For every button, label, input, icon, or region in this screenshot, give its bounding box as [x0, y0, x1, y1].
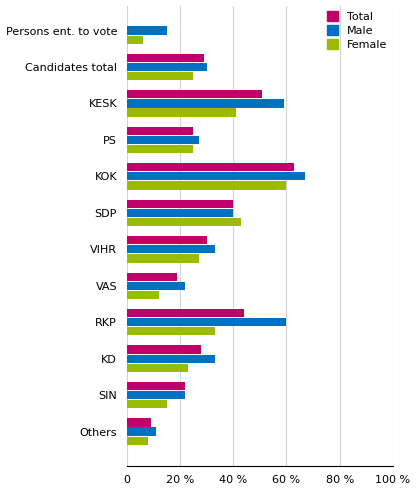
Bar [127, 109, 236, 117]
Bar [127, 309, 244, 317]
Bar [127, 27, 167, 35]
Bar [127, 63, 207, 71]
Bar [127, 245, 215, 253]
Bar [127, 136, 198, 144]
Bar [127, 236, 207, 245]
Bar [127, 428, 156, 436]
Bar [127, 318, 287, 327]
Bar [127, 327, 215, 335]
Bar [127, 418, 151, 427]
Bar [127, 163, 295, 171]
Bar [127, 72, 193, 80]
Bar [127, 254, 198, 263]
Bar [127, 282, 185, 290]
Bar [127, 172, 305, 181]
Bar [127, 391, 185, 399]
Bar [127, 400, 167, 409]
Legend: Total, Male, Female: Total, Male, Female [327, 11, 387, 50]
Bar [127, 35, 143, 44]
Bar [127, 355, 215, 363]
Bar [127, 200, 233, 208]
Bar [127, 145, 193, 153]
Bar [127, 346, 201, 354]
Bar [127, 99, 284, 108]
Bar [127, 364, 188, 372]
Bar [127, 127, 193, 135]
Bar [127, 382, 185, 390]
Bar [127, 218, 241, 226]
Bar [127, 273, 177, 281]
Bar [127, 291, 159, 299]
Bar [127, 181, 287, 190]
Bar [127, 436, 148, 445]
Bar [127, 90, 262, 99]
Bar [127, 54, 204, 62]
Bar [127, 209, 233, 217]
